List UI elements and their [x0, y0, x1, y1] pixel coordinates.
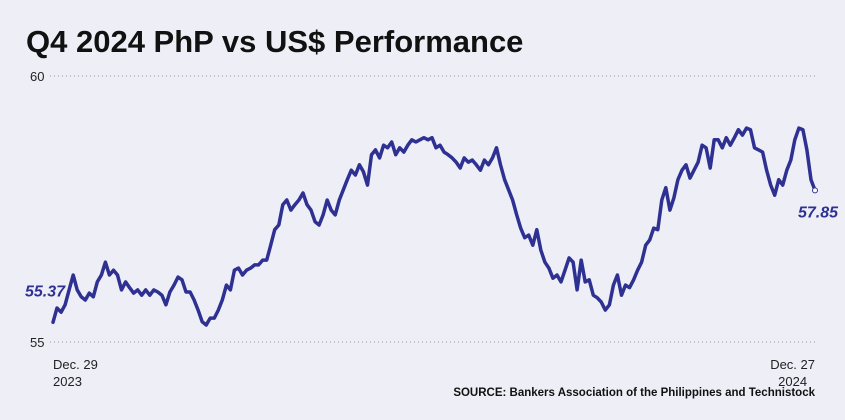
x-label: Dec. 29 2023	[53, 357, 98, 389]
y-tick-label: 60	[30, 69, 44, 84]
chart-title: Q4 2024 PhP vs US$ Performance	[26, 24, 523, 59]
annotation: 57.85	[798, 204, 839, 221]
source: SOURCE: Bankers Association of the Phili…	[453, 387, 815, 399]
x-label: Dec. 27 2024	[770, 357, 815, 389]
line	[51, 126, 817, 327]
end-marker	[812, 187, 818, 194]
y-tick-label: 55	[30, 335, 44, 350]
annotation: 55.37	[25, 283, 66, 300]
